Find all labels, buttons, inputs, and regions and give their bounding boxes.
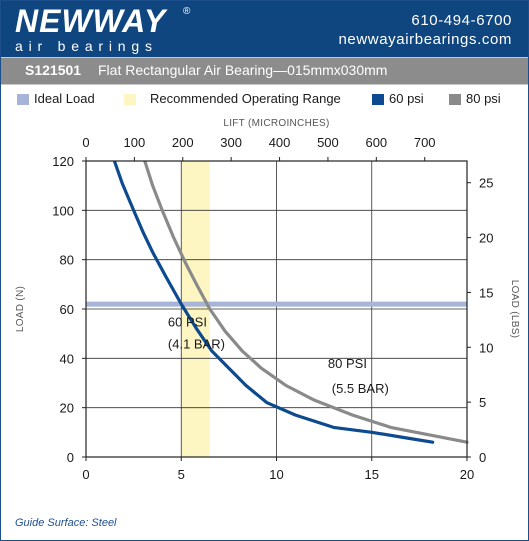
top-tick-label: 200: [172, 135, 194, 150]
legend-swatch-operating-range: [124, 94, 136, 105]
brand-name: NEWWAY: [15, 3, 167, 39]
contact-info: 610-494-6700 newwayairbearings.com: [338, 11, 512, 49]
website-link[interactable]: newwayairbearings.com: [338, 31, 512, 48]
registered-mark: ®: [183, 6, 191, 17]
right-tick-label: 5: [479, 395, 486, 410]
x-tick-label: 20: [460, 467, 474, 482]
top-tick-label: 400: [269, 135, 291, 150]
title-bar: S121501 Flat Rectangular Air Bearing—015…: [1, 57, 528, 85]
top-tick-label: 300: [220, 135, 242, 150]
series-line-80psi: [143, 161, 469, 444]
series-annotation: (5.5 BAR): [332, 381, 389, 396]
y-tick-label: 0: [67, 450, 74, 465]
legend-swatch-ideal-load: [17, 94, 29, 105]
top-tick-label: 100: [124, 135, 146, 150]
legend-label-ideal-load: Ideal Load: [34, 91, 95, 106]
legend-label-operating-range: Recommended Operating Range: [150, 91, 341, 106]
series-line-60psi: [112, 161, 435, 444]
y-tick-label: 20: [60, 401, 74, 416]
guide-surface-note: Guide Surface: Steel: [15, 517, 117, 529]
right-tick-label: 15: [479, 285, 493, 300]
y-tick-label: 100: [52, 203, 74, 218]
x-tick-label: 15: [365, 467, 379, 482]
legend-swatch-80psi: [449, 94, 461, 105]
y-tick-label: 80: [60, 253, 74, 268]
model-number: S121501: [25, 62, 82, 78]
series-annotation: 80 PSI: [328, 356, 367, 371]
phone-number: 610-494-6700: [411, 12, 512, 29]
legend-label-80psi: 80 psi: [466, 91, 501, 106]
left-axis-title: LOAD (N): [15, 286, 26, 332]
x-tick-label: 5: [178, 467, 185, 482]
x-tick-label: 0: [82, 467, 89, 482]
top-tick-label: 700: [414, 135, 436, 150]
legend-swatch-60psi: [372, 94, 384, 105]
brand-logo: NEWWAY ® air bearings: [15, 3, 190, 54]
y-tick-label: 60: [60, 302, 74, 317]
right-tick-label: 25: [479, 176, 493, 191]
series-annotation: (4.1 BAR): [168, 336, 225, 351]
load-vs-lift-chart: 0 5 10 15 200 100 200 300 400 500 600 7000204060801…: [15, 118, 520, 482]
product-description: Flat Rectangular Air Bearing—015mmx030mm: [98, 62, 388, 78]
series-annotation: 60 PSI: [168, 314, 207, 329]
brand-tagline: air bearings: [15, 38, 158, 54]
top-tick-label: 500: [317, 135, 339, 150]
y-tick-label: 120: [52, 154, 74, 169]
right-tick-label: 20: [479, 231, 493, 246]
top-tick-label: 600: [365, 135, 387, 150]
right-tick-label: 0: [479, 450, 486, 465]
header-bar: NEWWAY ® air bearings 610-494-6700 newwa…: [1, 1, 528, 57]
top-axis-title: LIFT (MICROINCHES): [223, 118, 329, 129]
legend-label-60psi: 60 psi: [389, 91, 424, 106]
right-tick-label: 10: [479, 340, 493, 355]
chart-legend: Ideal Load Recommended Operating Range 6…: [1, 85, 528, 109]
y-tick-label: 40: [60, 351, 74, 366]
x-tick-label: 10: [269, 467, 283, 482]
top-tick-label: 0: [82, 135, 89, 150]
right-axis-title: LOAD (LBS): [509, 280, 520, 339]
